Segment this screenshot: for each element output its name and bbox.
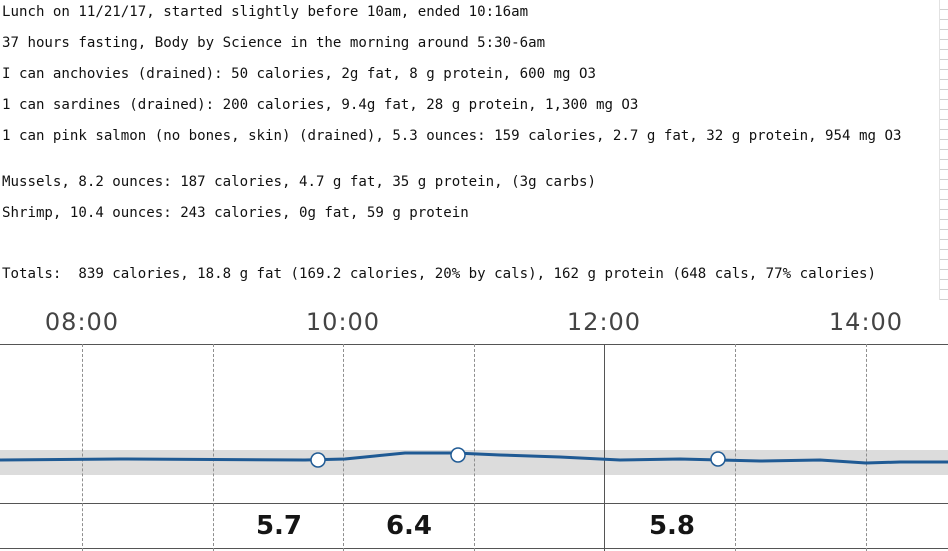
grid-line-0800 xyxy=(82,344,83,551)
glucose-trace-line xyxy=(0,451,948,465)
grid-line-1300 xyxy=(735,344,736,551)
reading-marker-3 xyxy=(710,451,726,467)
note-line-mussels: Mussels, 8.2 ounces: 187 calories, 4.7 g… xyxy=(2,174,596,190)
reading-marker-2 xyxy=(450,447,466,463)
reading-value-2: 6.4 xyxy=(385,511,433,541)
grid-line-1200 xyxy=(604,344,605,551)
note-line-salmon: 1 can pink salmon (no bones, skin) (drai… xyxy=(2,128,902,144)
notes-panel: Lunch on 11/21/17, started slightly befo… xyxy=(2,4,902,282)
note-line-lunch: Lunch on 11/21/17, started slightly befo… xyxy=(2,4,529,20)
grid-line-1100 xyxy=(474,344,475,551)
grid-line-1400 xyxy=(866,344,867,551)
time-label-1200: 12:00 xyxy=(566,308,642,336)
grid-line-1000 xyxy=(343,344,344,551)
reading-value-1: 5.7 xyxy=(255,511,303,541)
time-label-1400: 14:00 xyxy=(828,308,904,336)
reading-value-3: 5.8 xyxy=(648,511,696,541)
grid-line-0900 xyxy=(213,344,214,551)
glucose-chart[interactable]: 08:00 10:00 12:00 14:00 5.7 6.4 5.8 xyxy=(0,300,948,551)
side-ruler xyxy=(939,0,948,300)
reading-marker-1 xyxy=(310,452,326,468)
time-label-1000: 10:00 xyxy=(305,308,381,336)
note-line-totals: Totals: 839 calories, 18.8 g fat (169.2 … xyxy=(2,266,876,282)
time-label-0800: 08:00 xyxy=(44,308,120,336)
note-line-anchovies: I can anchovies (drained): 50 calories, … xyxy=(2,66,596,82)
note-line-fasting: 37 hours fasting, Body by Science in the… xyxy=(2,35,546,51)
note-line-shrimp: Shrimp, 10.4 ounces: 243 calories, 0g fa… xyxy=(2,205,469,221)
note-line-sardines: 1 can sardines (drained): 200 calories, … xyxy=(2,97,639,113)
glucose-trace-layer xyxy=(0,447,948,468)
